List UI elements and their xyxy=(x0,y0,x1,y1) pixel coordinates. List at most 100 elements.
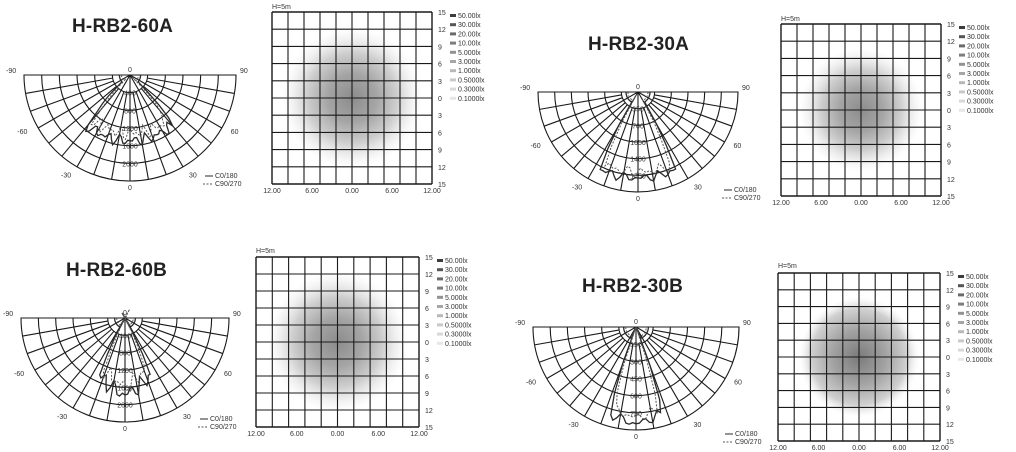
polar-spoke xyxy=(145,83,223,129)
polar-spoke xyxy=(142,320,228,337)
polar-spoke xyxy=(551,100,624,143)
y-tick-label: 6 xyxy=(425,374,429,381)
curve-c0-180 xyxy=(610,327,662,425)
polar-spoke-inner xyxy=(129,74,146,85)
curve-c0-180 xyxy=(99,312,151,397)
polar-spoke xyxy=(561,102,626,157)
lux-swatch xyxy=(437,314,443,318)
polar-spoke xyxy=(72,333,117,409)
lux-legend-item: 0.5000lx xyxy=(458,77,485,84)
radial-label: 350 xyxy=(632,107,644,114)
y-tick-label: 12 xyxy=(425,272,433,279)
y-tick-label: 9 xyxy=(946,405,950,412)
x-tick-label: 12.00 xyxy=(247,431,265,438)
polar-spoke xyxy=(649,337,716,394)
angle-label: 0 xyxy=(634,319,638,326)
x-tick-label: 0.00 xyxy=(345,188,359,195)
lux-swatch xyxy=(958,311,964,315)
radial-label: 400 xyxy=(124,91,136,98)
angle-label: 60 xyxy=(734,143,742,150)
lux-swatch xyxy=(959,99,965,103)
y-tick-label: 3 xyxy=(438,79,442,86)
y-tick-label: 0 xyxy=(946,355,950,362)
lux-legend-item: 10.00lx xyxy=(458,41,481,48)
x-tick-label: 12.00 xyxy=(410,431,428,438)
radial-label: 400 xyxy=(119,333,131,340)
radial-label: 450 xyxy=(630,377,642,384)
y-tick-label: 15 xyxy=(425,425,433,432)
lux-legend-item: 30.00lx xyxy=(967,34,990,41)
lux-legend-item: 30.00lx xyxy=(458,22,481,29)
lux-swatch xyxy=(450,32,456,36)
y-tick-label: 15 xyxy=(438,182,446,189)
legend-item: C90/270 xyxy=(734,195,761,202)
height-label: H=5m xyxy=(781,16,800,23)
polar-spoke xyxy=(22,320,108,337)
polar-spoke-inner xyxy=(623,91,639,101)
lux-swatch xyxy=(959,72,965,75)
polar-spoke-inner xyxy=(124,317,141,328)
radial-label: 150 xyxy=(630,342,642,349)
angle-label: 90 xyxy=(742,85,750,92)
lux-swatch xyxy=(959,44,965,48)
polar-spoke xyxy=(34,326,110,371)
x-tick-label: 6.00 xyxy=(812,445,826,452)
x-tick-label: 0.00 xyxy=(854,200,868,207)
lux-swatch xyxy=(958,321,964,324)
y-tick-label: 0 xyxy=(947,108,951,115)
lux-swatch xyxy=(450,14,456,17)
polar-diagram: -90 90 -60 60 -30 30 0 0 350 700 1050 1400 1750 xyxy=(520,84,750,203)
angle-label: -90 xyxy=(520,85,530,92)
y-tick-label: 0 xyxy=(425,340,429,347)
polar-outline xyxy=(20,317,230,423)
lux-swatch xyxy=(958,339,964,343)
lux-legend-item: 5.000lx xyxy=(445,295,468,302)
lux-legend-item: 0.1000lx xyxy=(445,341,472,348)
polar-spoke xyxy=(556,337,623,394)
lux-legend-item: 1.000lx xyxy=(967,80,990,87)
angle-label: 0 xyxy=(123,310,127,317)
polar-spoke-inner xyxy=(635,326,652,337)
lux-swatch xyxy=(959,108,965,112)
lux-swatch xyxy=(450,60,456,63)
x-tick-label: 6.00 xyxy=(814,200,828,207)
polar-spoke xyxy=(643,107,673,187)
y-tick-label: 6 xyxy=(947,74,951,81)
y-tick-label: 6 xyxy=(946,321,950,328)
lux-swatch xyxy=(450,87,456,91)
lux-swatch xyxy=(959,26,965,29)
polar-spoke xyxy=(543,97,623,127)
lux-swatch xyxy=(437,332,443,336)
lux-legend-item: 20.00lx xyxy=(458,31,481,38)
polar-spoke xyxy=(141,323,223,355)
polar-spoke xyxy=(584,341,628,417)
y-tick-label: 3 xyxy=(438,113,442,120)
angle-label: 90 xyxy=(240,68,248,75)
lux-legend-item: 5.000lx xyxy=(967,62,990,69)
polar-spoke xyxy=(654,94,737,110)
polar-spoke xyxy=(135,331,193,399)
lux-swatch xyxy=(958,357,964,361)
radial-label: 1400 xyxy=(630,157,646,164)
polar-spoke xyxy=(88,334,120,416)
polar-spoke xyxy=(76,90,122,168)
polar-spoke-inner xyxy=(129,74,140,91)
lux-legend-item: 3.000lx xyxy=(458,59,481,66)
angle-label: -30 xyxy=(572,185,582,192)
y-tick-label: 15 xyxy=(946,271,954,278)
lux-legend-item: 20.00lx xyxy=(445,276,468,283)
polar-spoke-inner xyxy=(637,91,647,107)
lux-legend-item: 50.00lx xyxy=(445,258,468,265)
polar-spoke xyxy=(27,323,109,355)
polar-spoke xyxy=(644,341,688,417)
radial-label: 1600 xyxy=(117,385,133,392)
polar-outline xyxy=(23,74,237,182)
angle-label: 90 xyxy=(743,320,751,327)
angle-label: -90 xyxy=(3,311,13,318)
